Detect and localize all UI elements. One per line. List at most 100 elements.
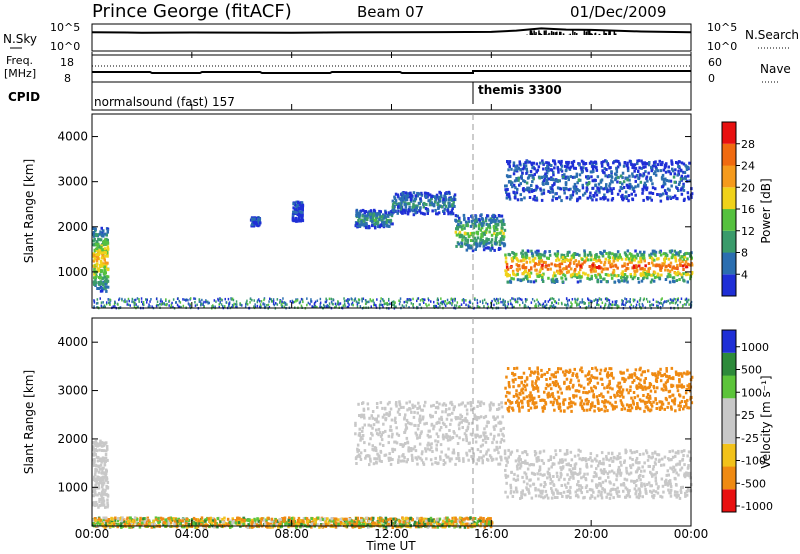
velocity-cell bbox=[489, 432, 493, 436]
velocity-cell bbox=[406, 441, 410, 445]
power-cell bbox=[498, 243, 502, 247]
velocity-cell bbox=[459, 417, 462, 421]
power-ground-cell bbox=[169, 306, 172, 309]
velocity-cell bbox=[406, 458, 409, 462]
power-ground-cell bbox=[507, 302, 510, 306]
power-cell bbox=[505, 193, 509, 197]
velocity-cell bbox=[644, 487, 647, 491]
velocity-cell bbox=[474, 433, 477, 437]
power-ground-cell bbox=[347, 300, 349, 303]
power-cell bbox=[414, 211, 417, 215]
power-ground-cell bbox=[263, 298, 265, 302]
power-cell bbox=[626, 249, 630, 253]
power-cell bbox=[401, 191, 404, 195]
power-cell bbox=[92, 234, 96, 238]
power-ground-cell bbox=[478, 306, 481, 309]
power-cell bbox=[587, 182, 591, 186]
velocity-cell bbox=[583, 472, 586, 476]
power-ground-cell bbox=[595, 298, 597, 301]
power-ground-cell bbox=[634, 298, 636, 302]
power-ground-cell bbox=[185, 299, 187, 302]
power-colorbar-block bbox=[722, 122, 736, 144]
velocity-cell bbox=[511, 408, 515, 412]
power-cell bbox=[673, 180, 676, 184]
velocity-cell bbox=[539, 472, 542, 476]
velocity-cell bbox=[552, 456, 556, 460]
power-cell bbox=[582, 160, 585, 164]
power-cell bbox=[95, 248, 99, 252]
velocity-cell bbox=[605, 495, 608, 499]
power-cell bbox=[543, 254, 546, 258]
power-cell bbox=[572, 185, 576, 189]
power-cell bbox=[623, 262, 626, 266]
power-cell bbox=[579, 166, 583, 170]
power-cell bbox=[456, 226, 460, 229]
power-cell bbox=[680, 192, 684, 196]
power-ground-cell bbox=[514, 299, 517, 302]
power-ground-cell bbox=[673, 297, 675, 301]
velocity-cell bbox=[675, 493, 678, 497]
power-cell bbox=[480, 233, 483, 236]
velocity-cell bbox=[629, 464, 632, 468]
power-cell bbox=[530, 267, 533, 271]
power-cell bbox=[482, 231, 486, 235]
power-ground-cell bbox=[374, 303, 376, 307]
velocity-cell bbox=[550, 465, 553, 469]
velocity-cell bbox=[397, 407, 401, 411]
power-cell bbox=[679, 168, 683, 172]
power-cell bbox=[463, 242, 467, 246]
power-cell bbox=[676, 272, 679, 276]
power-ground-cell bbox=[346, 305, 349, 309]
power-cell bbox=[621, 197, 624, 201]
velocity-cell bbox=[93, 473, 97, 477]
power-ground-cell bbox=[326, 299, 328, 302]
power-ground-cell bbox=[155, 304, 158, 308]
velocity-cell bbox=[377, 414, 380, 418]
power-cell bbox=[376, 221, 379, 225]
nsky-spike bbox=[583, 32, 586, 35]
power-cell bbox=[470, 246, 474, 250]
power-ground-cell bbox=[282, 301, 285, 305]
power-ground-cell bbox=[596, 298, 599, 302]
power-cell bbox=[511, 251, 514, 254]
power-cell bbox=[507, 192, 511, 196]
power-cell bbox=[579, 178, 582, 182]
velocity-cell bbox=[365, 454, 368, 458]
power-ground-cell bbox=[481, 299, 484, 303]
velocity-cell bbox=[572, 476, 575, 480]
power-cell bbox=[544, 172, 547, 176]
velocity-cell bbox=[539, 489, 542, 493]
velocity-cell bbox=[593, 457, 597, 461]
power-ground-cell bbox=[451, 303, 453, 307]
velocity-cell bbox=[635, 489, 638, 493]
power-cell bbox=[509, 266, 513, 269]
velocity-cell bbox=[619, 460, 622, 464]
power-cell bbox=[593, 264, 596, 268]
velocity-cell bbox=[618, 494, 621, 498]
velocity-cell bbox=[519, 497, 522, 500]
power-cell bbox=[607, 255, 610, 259]
velocity-cell bbox=[565, 449, 569, 452]
velocity-cell bbox=[367, 423, 370, 427]
velocity-cell bbox=[494, 424, 498, 428]
velocity-cell bbox=[513, 472, 516, 476]
power-cell bbox=[610, 276, 614, 280]
velocity-cell bbox=[97, 482, 101, 486]
velocity-cell bbox=[652, 489, 655, 493]
power-cell bbox=[630, 254, 633, 258]
velocity-cell bbox=[534, 453, 537, 457]
power-cell bbox=[527, 186, 531, 190]
power-ylabel: Slant Range [km] bbox=[22, 159, 36, 263]
velocity-cell bbox=[610, 469, 614, 473]
velocity-cell bbox=[595, 368, 599, 372]
power-cell bbox=[586, 276, 589, 280]
velocity-cell bbox=[487, 448, 490, 452]
power-ground-cell bbox=[240, 303, 242, 307]
power-cell bbox=[296, 219, 299, 223]
power-cell bbox=[418, 192, 422, 196]
nsky-series-line bbox=[91, 27, 692, 34]
power-cell bbox=[561, 267, 565, 271]
power-cell bbox=[672, 175, 676, 179]
power-cell bbox=[442, 199, 445, 203]
power-cell bbox=[626, 169, 630, 173]
